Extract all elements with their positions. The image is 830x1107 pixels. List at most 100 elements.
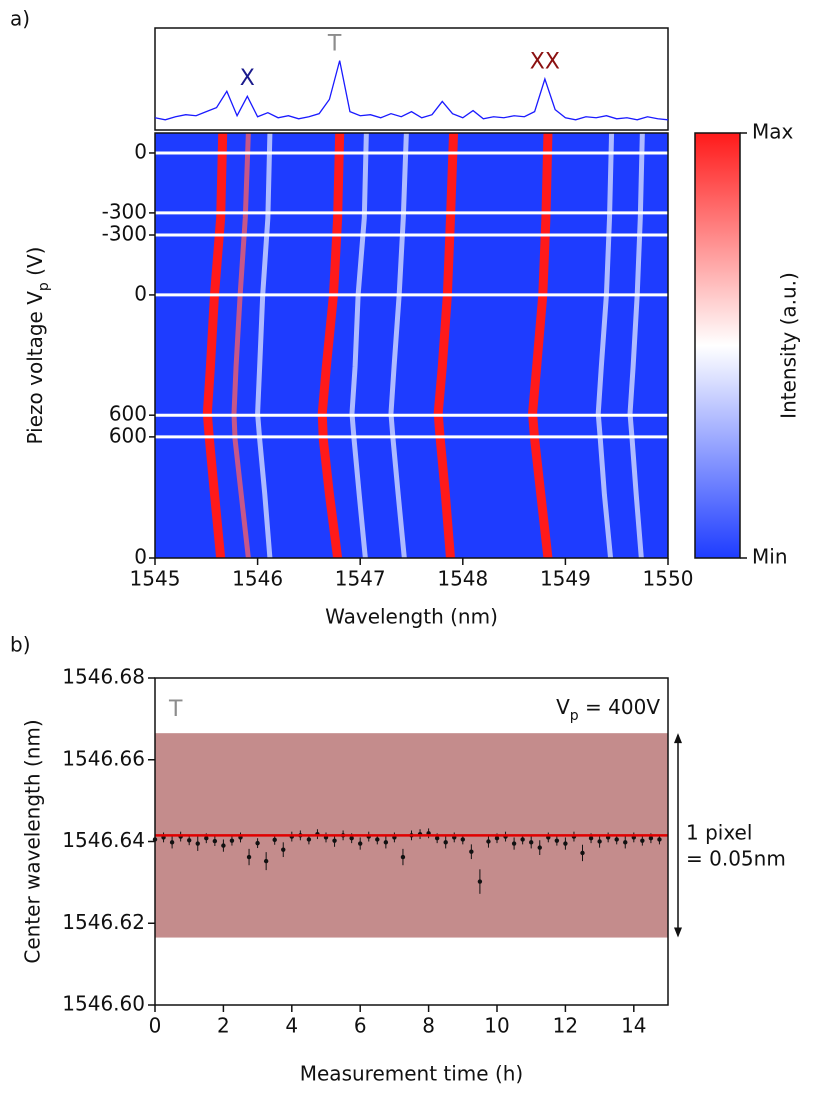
trace: [433, 133, 459, 558]
y-tick-label: 1546.64: [62, 828, 145, 852]
y-tick-label: 1546.66: [62, 746, 145, 770]
x-tick-label: 2: [217, 1014, 230, 1038]
label-vp-part: = 400V: [579, 695, 661, 719]
x-axis-label: Wavelength (nm): [325, 605, 498, 629]
y-tick-label: -300: [102, 199, 147, 223]
x-axis-label: Measurement time (h): [300, 1062, 524, 1086]
y-tick-label: 0: [134, 281, 147, 305]
heatmap-bg: [155, 133, 668, 558]
y-axis-label-part: Piezo voltage V: [23, 291, 47, 445]
arrow-text: 1 pixel: [686, 821, 752, 845]
point: [212, 838, 218, 844]
point: [204, 836, 209, 841]
y-tick-label: 0: [134, 545, 147, 569]
trace: [317, 133, 345, 558]
y-axis-label-part: (V): [23, 247, 47, 283]
point: [358, 841, 363, 846]
arrow-text: = 0.05nm: [686, 847, 786, 871]
point: [494, 836, 500, 841]
trace: [528, 133, 553, 558]
point: [469, 849, 474, 854]
point: [169, 840, 175, 845]
x-tick-label: 1547: [335, 567, 386, 591]
point: [400, 854, 406, 860]
point: [563, 841, 568, 846]
y-tick-label: 600: [109, 402, 147, 426]
colorbar: [694, 132, 741, 559]
x-tick-label: 12: [553, 1014, 578, 1038]
x-tick-label: 4: [285, 1014, 298, 1038]
label-vp-part: p: [570, 708, 579, 724]
point: [221, 843, 226, 848]
point: [537, 845, 542, 850]
point: [520, 837, 525, 842]
point: [529, 840, 534, 845]
panel-label: b): [10, 633, 31, 657]
traces: [202, 133, 645, 558]
frame: [154, 132, 669, 559]
x-tick-label: 1550: [643, 567, 694, 591]
point: [640, 838, 645, 843]
point: [443, 840, 448, 845]
point: [434, 836, 440, 841]
x-tick-label: 10: [484, 1014, 509, 1038]
x-tick-label: 6: [354, 1014, 367, 1038]
point: [306, 837, 312, 842]
peak-label: T: [327, 31, 342, 56]
point: [460, 837, 465, 842]
point: [272, 837, 277, 843]
point: [332, 838, 337, 843]
y-axis-label: Center wavelength (nm): [21, 719, 45, 963]
spectrum-line: [154, 60, 669, 121]
point: [597, 839, 602, 844]
trace: [595, 133, 615, 558]
arrow-head: [674, 733, 682, 744]
point: [554, 838, 560, 843]
x-tick-label: 1546: [232, 567, 283, 591]
point: [486, 839, 491, 844]
x-tick-label: 1545: [130, 567, 181, 591]
point: [263, 858, 269, 864]
colorbar-min: Min: [752, 545, 788, 569]
point: [580, 850, 585, 856]
x-tick-label: 1549: [540, 567, 591, 591]
point: [614, 837, 619, 842]
y-tick-label: 1546.68: [62, 665, 145, 689]
trace: [202, 133, 228, 558]
y-tick-label: -300: [102, 222, 147, 246]
label-t: T: [168, 697, 183, 722]
colorbar-label: Intensity (a.u.): [777, 272, 801, 419]
point: [588, 836, 594, 841]
point: [657, 837, 662, 842]
arrow-head: [674, 927, 682, 938]
trace: [388, 133, 409, 558]
label-vp: Vp = 400V: [556, 695, 660, 725]
peak-label: XX: [530, 50, 560, 75]
point: [195, 841, 200, 846]
point: [246, 854, 252, 860]
y-axis-label-part: p: [36, 282, 52, 291]
trace: [255, 133, 273, 558]
x-tick-label: 0: [149, 1014, 162, 1038]
y-tick-label: 1546.62: [62, 910, 145, 934]
trace: [627, 133, 645, 558]
point: [477, 879, 483, 884]
y-axis-label: Piezo voltage Vp (V): [23, 247, 53, 445]
point: [229, 838, 235, 843]
x-tick-label: 1548: [437, 567, 488, 591]
point: [349, 836, 354, 841]
point: [511, 841, 517, 846]
x-tick-label: 8: [422, 1014, 435, 1038]
y-tick-label: 600: [109, 423, 147, 447]
frame: [154, 27, 669, 131]
y-tick-label: 1546.60: [62, 992, 145, 1016]
x-tick-label: 14: [621, 1014, 646, 1038]
colorbar-max: Max: [752, 120, 794, 144]
point: [255, 840, 260, 846]
point: [648, 836, 654, 841]
point: [375, 837, 380, 842]
point: [383, 840, 389, 845]
point: [187, 838, 192, 843]
point: [281, 847, 286, 852]
